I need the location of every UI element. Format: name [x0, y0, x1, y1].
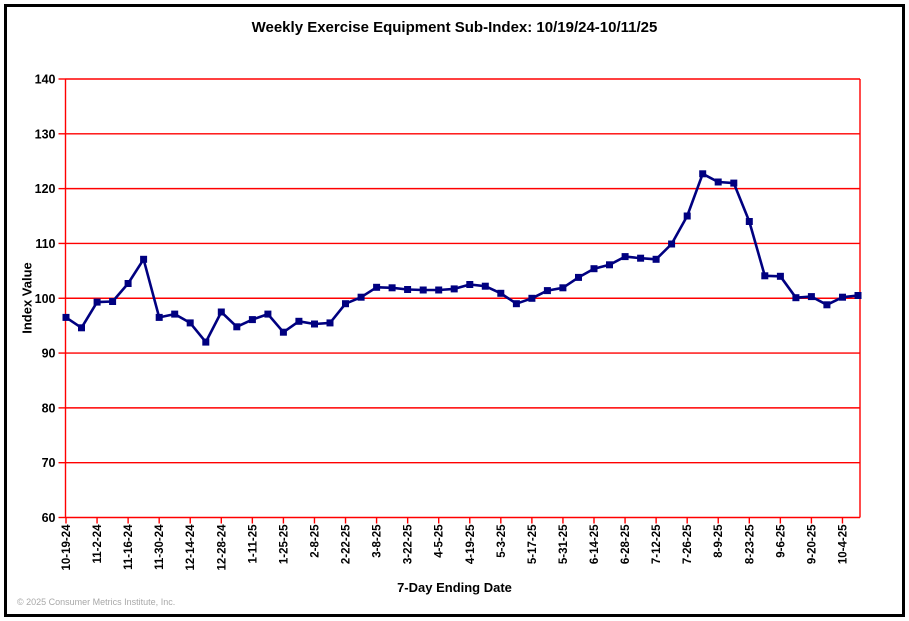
data-point-marker	[761, 272, 769, 280]
data-point-marker	[637, 254, 645, 262]
data-point-marker	[311, 320, 318, 328]
y-tick-label: 60	[42, 511, 56, 525]
y-tick-label: 110	[35, 237, 55, 251]
data-point-marker	[217, 308, 225, 316]
x-tick-label: 12-14-24	[185, 524, 197, 571]
x-tick-label: 11-30-24	[154, 524, 166, 570]
x-tick-label: 2-8-25	[309, 524, 321, 558]
data-point-marker	[481, 282, 489, 290]
x-tick-label: 10-4-25	[837, 524, 849, 564]
x-tick-label: 1-25-25	[278, 524, 290, 564]
data-point-marker	[279, 328, 287, 336]
data-point-marker	[62, 313, 70, 321]
data-point-marker	[512, 300, 520, 308]
data-point-marker	[326, 319, 334, 327]
x-tick-label: 2-22-25	[341, 524, 353, 564]
data-point-marker	[450, 285, 458, 293]
data-point-marker	[202, 338, 210, 346]
data-point-marker	[171, 310, 179, 318]
data-point-marker	[730, 179, 738, 187]
data-point-marker	[839, 293, 846, 301]
data-point-marker	[807, 293, 815, 301]
data-point-marker	[668, 240, 676, 248]
data-point-marker	[792, 294, 800, 302]
y-tick-label: 130	[35, 127, 56, 141]
data-point-marker	[155, 313, 163, 321]
x-tick-label: 7-12-25	[651, 524, 663, 564]
data-point-marker	[140, 255, 148, 263]
y-tick-label: 80	[42, 401, 56, 415]
x-tick-label: 7-26-25	[682, 524, 694, 564]
data-point-marker	[714, 178, 722, 186]
data-point-marker	[497, 289, 505, 297]
x-tick-label: 8-23-25	[744, 524, 756, 564]
y-tick-label: 140	[35, 73, 56, 87]
data-point-marker	[683, 212, 691, 220]
x-tick-label: 5-3-25	[496, 524, 508, 558]
x-tick-label: 3-8-25	[372, 524, 384, 558]
data-point-marker	[419, 286, 427, 294]
x-tick-label: 5-31-25	[558, 524, 570, 564]
data-point-marker	[823, 301, 831, 309]
data-point-marker	[373, 283, 381, 291]
x-tick-label: 11-16-24	[123, 524, 135, 570]
x-axis-title: 7-Day Ending Date	[397, 580, 512, 595]
y-tick-label: 90	[42, 347, 56, 361]
data-point-marker	[357, 293, 365, 301]
data-point-marker	[621, 253, 629, 261]
x-tick-label: 11-2-24	[92, 524, 104, 564]
data-point-marker	[124, 280, 132, 287]
x-tick-label: 9-6-25	[775, 524, 787, 558]
data-point-marker	[559, 284, 567, 292]
x-tick-label: 8-9-25	[713, 524, 725, 558]
data-point-marker	[295, 317, 303, 325]
chart-title: Weekly Exercise Equipment Sub-Index: 10/…	[251, 19, 658, 36]
copyright-text: © 2025 Consumer Metrics Institute, Inc.	[17, 597, 176, 607]
data-point-marker	[745, 218, 753, 225]
y-tick-label: 120	[35, 182, 56, 196]
data-point-marker	[342, 300, 349, 308]
data-point-marker	[109, 298, 117, 305]
x-tick-label: 12-28-24	[216, 524, 228, 571]
x-tick-label: 9-20-25	[806, 524, 818, 564]
data-point-marker	[776, 272, 784, 280]
x-tick-label: 6-14-25	[589, 524, 601, 564]
data-point-marker	[854, 292, 862, 299]
data-point-marker	[233, 323, 241, 331]
data-point-marker	[93, 298, 101, 306]
data-point-marker	[575, 273, 582, 281]
x-tick-label: 5-17-25	[527, 524, 539, 564]
data-point-marker	[404, 286, 412, 293]
data-point-marker	[652, 255, 660, 263]
data-point-marker	[186, 319, 194, 327]
x-tick-label: 10-19-24	[61, 524, 73, 571]
data-point-marker	[435, 286, 443, 294]
data-point-marker	[543, 287, 551, 295]
data-point-marker	[388, 284, 396, 292]
x-tick-label: 6-28-25	[620, 524, 632, 564]
y-tick-label: 70	[42, 456, 56, 470]
x-tick-label: 4-19-25	[465, 524, 477, 564]
data-point-marker	[590, 265, 598, 273]
y-tick-label: 100	[35, 292, 56, 306]
x-tick-label: 1-11-25	[247, 524, 259, 564]
data-point-marker	[264, 310, 272, 318]
data-point-marker	[248, 316, 256, 324]
data-point-marker	[78, 324, 85, 332]
x-tick-label: 4-5-25	[434, 524, 446, 558]
data-point-marker	[699, 170, 707, 178]
x-tick-label: 3-22-25	[403, 524, 415, 564]
data-point-marker	[606, 261, 613, 269]
data-line	[64, 172, 860, 344]
data-point-marker	[528, 294, 536, 302]
data-point-marker	[466, 281, 474, 288]
